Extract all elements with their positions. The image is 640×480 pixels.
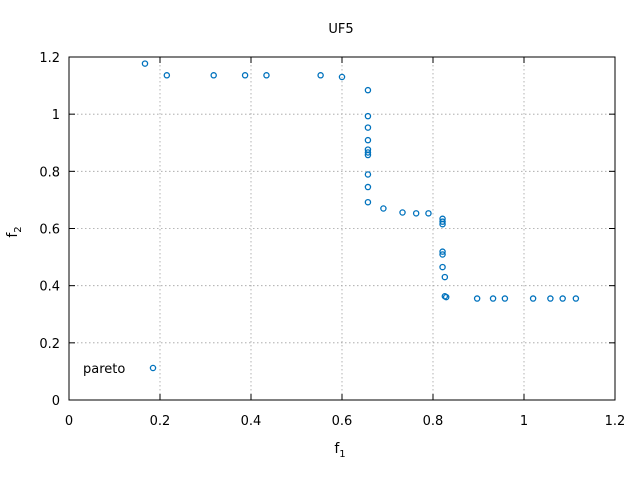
y-tick-labels: 0 0.2 0.4 0.6 0.8 1 1.2 — [39, 51, 60, 409]
y-axis-label-base: f — [5, 232, 21, 238]
data-point — [380, 205, 387, 212]
x-tick-label: 0 — [65, 414, 73, 429]
data-point — [439, 220, 446, 228]
data-point — [364, 183, 372, 191]
legend: pareto — [83, 362, 157, 377]
data-point — [338, 73, 346, 81]
data-point — [439, 251, 446, 258]
data-point — [439, 263, 446, 271]
x-tick-label: 0.2 — [150, 414, 171, 429]
data-point — [547, 295, 554, 302]
y-tick-label: 0.8 — [39, 165, 60, 180]
y-tick-label: 0.2 — [39, 337, 60, 352]
data-point — [559, 295, 566, 302]
data-point — [441, 273, 449, 281]
y-tick-label: 0.6 — [39, 223, 60, 238]
data-point — [241, 72, 249, 79]
x-axis-label: f1 — [334, 441, 345, 460]
data-point — [412, 210, 420, 217]
chart-title: UF5 — [328, 22, 353, 37]
data-point — [439, 218, 446, 225]
x-tick-label: 0.6 — [332, 414, 353, 429]
data-point — [364, 124, 372, 131]
x-tick-label: 1 — [520, 414, 528, 429]
x-tick-label: 1.2 — [605, 414, 626, 429]
y-tick-label: 1.2 — [39, 51, 60, 66]
x-tick-label: 0.4 — [241, 414, 262, 429]
grid — [69, 57, 615, 400]
x-axis-label-sub: 1 — [339, 449, 345, 460]
x-axis-label-base: f — [334, 441, 340, 457]
data-point — [364, 112, 372, 120]
y-axis-label-sub: 2 — [13, 226, 24, 232]
data-point — [473, 295, 481, 302]
data-point — [439, 248, 446, 255]
legend-label-pareto: pareto — [83, 362, 125, 377]
data-point — [317, 72, 324, 79]
y-axis-label: f2 — [5, 226, 24, 237]
data-points — [141, 60, 580, 302]
axis-ticks — [68, 56, 616, 401]
data-point — [364, 171, 372, 178]
data-point — [263, 72, 270, 79]
y-tick-label: 0 — [52, 394, 60, 409]
data-point — [489, 295, 497, 302]
data-point — [425, 210, 432, 217]
x-tick-label: 0.8 — [423, 414, 444, 429]
y-tick-label: 0.4 — [39, 280, 60, 295]
data-point — [141, 60, 149, 67]
data-point — [501, 295, 509, 302]
y-tick-label: 1 — [52, 108, 60, 123]
data-point — [364, 198, 372, 206]
data-point — [364, 151, 372, 159]
legend-marker-pareto — [149, 364, 157, 372]
data-point — [442, 293, 450, 301]
x-tick-labels: 0 0.2 0.4 0.6 0.8 1 1.2 — [65, 414, 625, 429]
data-point — [364, 86, 372, 94]
data-point — [364, 149, 372, 156]
data-point — [529, 295, 537, 302]
data-point — [399, 209, 406, 216]
data-point — [210, 72, 217, 79]
data-point — [163, 72, 171, 79]
data-point — [364, 136, 372, 144]
data-point — [572, 295, 580, 302]
